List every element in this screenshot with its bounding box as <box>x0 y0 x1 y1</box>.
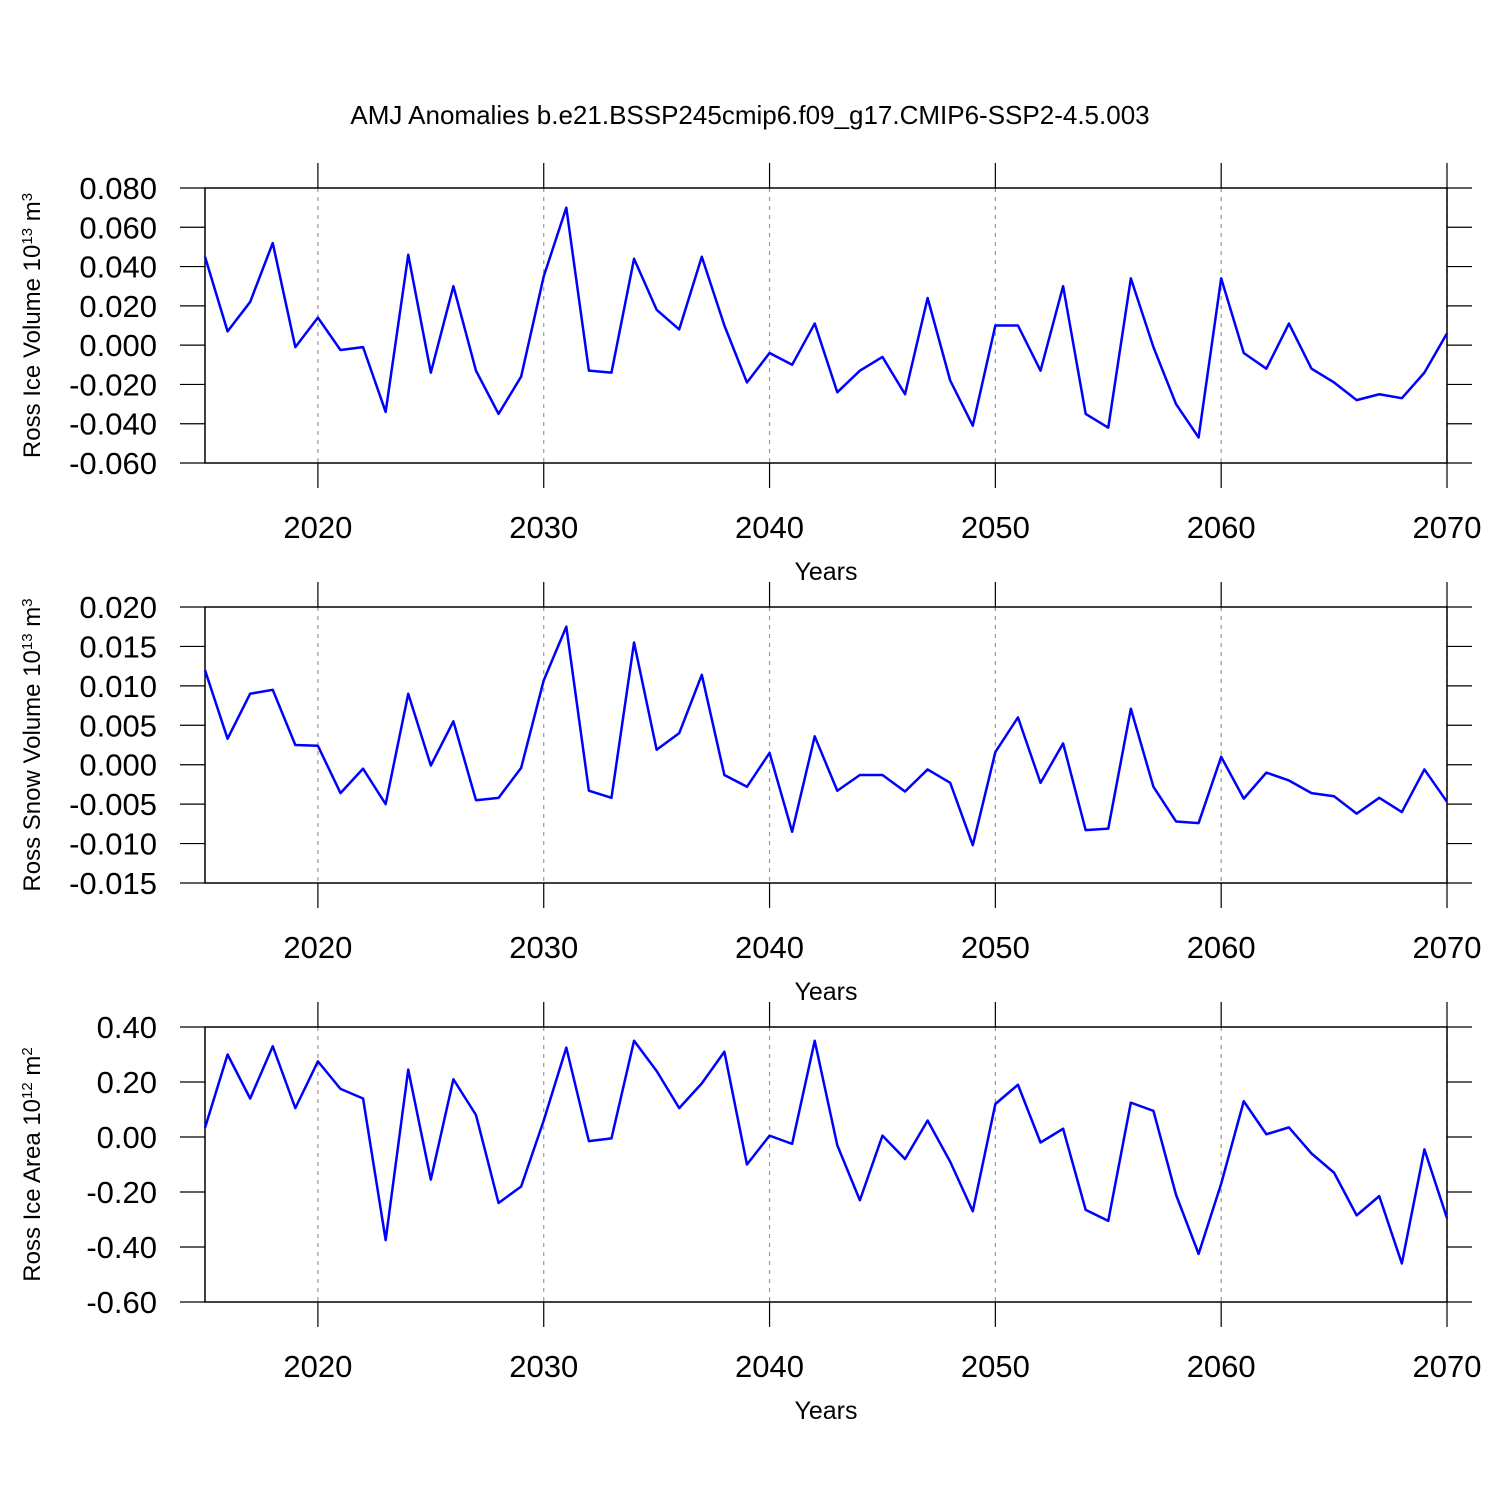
y-tick-label: -0.60 <box>86 1285 157 1320</box>
x-tick-label: 2040 <box>735 510 804 545</box>
x-tick-label: 2070 <box>1413 510 1482 545</box>
x-tick-label: 2070 <box>1413 1349 1482 1384</box>
y-axis-label-part: m <box>19 607 46 634</box>
y-tick-label: -0.40 <box>86 1230 157 1265</box>
chart-title: AMJ Anomalies b.e21.BSSP245cmip6.f09_g17… <box>350 100 1149 130</box>
y-axis-label-part: 3 <box>19 598 36 606</box>
x-tick-label: 2060 <box>1187 930 1256 965</box>
x-tick-label: 2020 <box>283 1349 352 1384</box>
x-tick-label: 2060 <box>1187 1349 1256 1384</box>
x-axis-label: Years <box>794 558 857 586</box>
y-axis-label-part: m <box>19 1056 46 1083</box>
y-tick-label: 0.010 <box>79 669 157 704</box>
y-axis-label: Ross Ice Volume 1013 m3 <box>19 193 47 458</box>
x-axis-label: Years <box>794 1397 857 1425</box>
y-tick-label: -0.005 <box>69 787 157 822</box>
y-axis-label-part: 12 <box>19 1082 36 1099</box>
x-tick-label: 2030 <box>509 930 578 965</box>
data-line <box>203 1039 1449 1265</box>
x-tick-label: 2030 <box>509 510 578 545</box>
y-tick-label: 0.20 <box>97 1065 157 1100</box>
plot-frame <box>204 606 1448 884</box>
y-tick-label: 0.000 <box>79 748 157 783</box>
x-tick-label: 2020 <box>283 510 352 545</box>
x-tick-label: 2040 <box>735 930 804 965</box>
y-tick-label: -0.060 <box>69 446 157 481</box>
y-tick-label: 0.080 <box>79 171 157 206</box>
y-tick-label: 0.40 <box>97 1010 157 1045</box>
y-tick-label: 0.00 <box>97 1120 157 1155</box>
y-axis-label-part: m <box>19 201 46 228</box>
y-axis-label-part: Ross Ice Volume 10 <box>19 245 46 458</box>
y-tick-label: -0.015 <box>69 866 157 901</box>
x-tick-label: 2040 <box>735 1349 804 1384</box>
y-tick-label: 0.000 <box>79 328 157 363</box>
y-tick-label: 0.005 <box>79 708 157 743</box>
y-tick-label: 0.020 <box>79 590 157 625</box>
y-tick-label: -0.20 <box>86 1175 157 1210</box>
y-axis-label: Ross Snow Volume 1013 m3 <box>19 598 47 891</box>
y-tick-label: -0.010 <box>69 827 157 862</box>
y-axis-label-part: 3 <box>19 193 36 201</box>
x-tick-label: 2060 <box>1187 510 1256 545</box>
x-axis-label: Years <box>794 978 857 1006</box>
y-axis-label-part: Ross Ice Area 10 <box>19 1099 46 1282</box>
y-tick-label: 0.040 <box>79 250 157 285</box>
x-tick-label: 2070 <box>1413 930 1482 965</box>
data-line <box>203 206 1449 439</box>
y-tick-label: 0.060 <box>79 210 157 245</box>
x-tick-label: 2030 <box>509 1349 578 1384</box>
y-axis-label-part: 13 <box>19 228 36 245</box>
y-tick-label: 0.015 <box>79 629 157 664</box>
y-tick-label: -0.020 <box>69 367 157 402</box>
data-line <box>203 625 1449 847</box>
y-tick-label: 0.020 <box>79 289 157 324</box>
x-tick-label: 2050 <box>961 1349 1030 1384</box>
plot-frame <box>204 187 1448 464</box>
x-tick-label: 2020 <box>283 930 352 965</box>
plot-frame <box>204 1026 1448 1303</box>
y-axis-label: Ross Ice Area 1012 m2 <box>19 1047 47 1281</box>
x-tick-label: 2050 <box>961 510 1030 545</box>
y-tick-label: -0.040 <box>69 407 157 442</box>
x-tick-label: 2050 <box>961 930 1030 965</box>
y-axis-label-part: Ross Snow Volume 10 <box>19 650 46 891</box>
y-axis-label-part: 13 <box>19 633 36 650</box>
y-axis-label-part: 2 <box>19 1047 36 1055</box>
